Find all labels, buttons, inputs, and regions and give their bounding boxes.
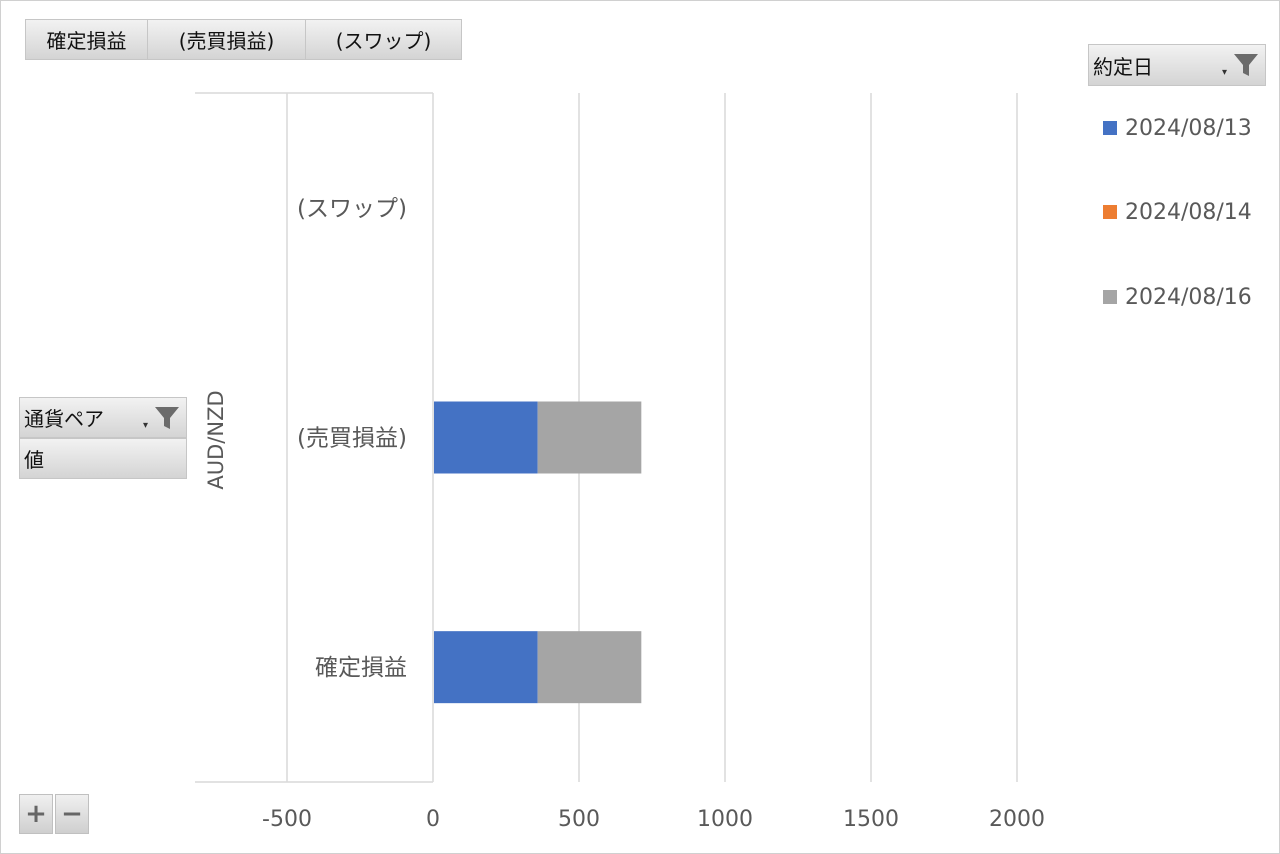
legend-item: 2024/08/16 bbox=[1103, 284, 1252, 310]
bar-segment bbox=[537, 401, 642, 474]
axis-group-label: AUD/NZD bbox=[204, 390, 228, 489]
bar-segment bbox=[434, 401, 538, 474]
legend-swatch bbox=[1103, 205, 1117, 219]
filter-funnel-icon bbox=[155, 407, 179, 429]
x-tick-label: -500 bbox=[262, 807, 312, 832]
legend-swatch bbox=[1103, 121, 1117, 135]
legend-label: 2024/08/14 bbox=[1125, 199, 1252, 225]
bar-segment bbox=[537, 631, 642, 704]
dropdown-arrow-icon: ▾ bbox=[143, 420, 149, 431]
value-field-button-swap[interactable]: (スワップ) bbox=[305, 19, 462, 60]
category-label: (スワップ) bbox=[297, 196, 407, 222]
x-tick-label: 1000 bbox=[697, 807, 753, 832]
dropdown-arrow-icon: ▾ bbox=[1222, 67, 1228, 78]
axis-field-filter-button[interactable]: 通貨ペア ▾ bbox=[19, 397, 187, 438]
axis-field-label: 通貨ペア bbox=[24, 407, 104, 431]
legend-label: 2024/08/13 bbox=[1125, 115, 1252, 141]
legend-item: 2024/08/14 bbox=[1103, 199, 1252, 225]
legend-item: 2024/08/13 bbox=[1103, 115, 1252, 141]
legend-field-filter-button[interactable]: 約定日 ▾ bbox=[1088, 44, 1266, 86]
x-tick-label: 2000 bbox=[989, 807, 1045, 832]
x-tick-label: 1500 bbox=[843, 807, 899, 832]
legend-label: 2024/08/16 bbox=[1125, 284, 1252, 310]
values-field-button[interactable]: 値 bbox=[19, 438, 187, 479]
x-tick-label: 0 bbox=[426, 807, 440, 832]
expand-field-button[interactable]: + bbox=[19, 794, 53, 834]
bar-segment bbox=[434, 631, 538, 704]
collapse-field-button[interactable]: − bbox=[55, 794, 89, 834]
value-field-button-confirmed-pl[interactable]: 確定損益 bbox=[25, 19, 148, 60]
category-label: (売買損益) bbox=[297, 426, 407, 452]
values-field-label: 値 bbox=[24, 448, 44, 472]
x-tick-label: 500 bbox=[558, 807, 600, 832]
filter-funnel-icon bbox=[1234, 54, 1258, 76]
legend-field-label: 約定日 bbox=[1093, 54, 1153, 79]
category-label: 確定損益 bbox=[315, 655, 407, 681]
value-field-button-trading-pl[interactable]: (売買損益) bbox=[147, 19, 306, 60]
legend-swatch bbox=[1103, 290, 1117, 304]
